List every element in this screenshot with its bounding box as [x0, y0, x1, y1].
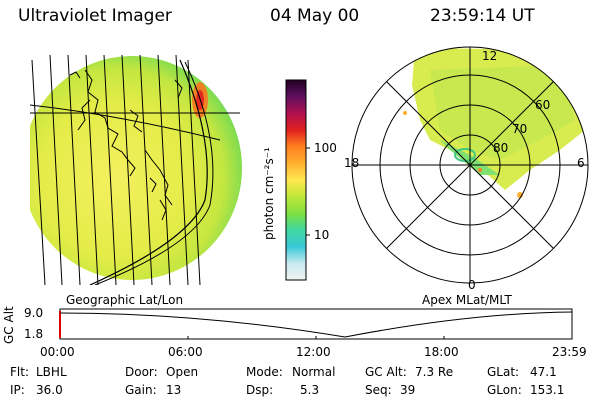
glat-value: 47.1 [530, 365, 557, 379]
time-tick-1200: 12:00 [296, 345, 331, 359]
time-tick-1800: 18:00 [424, 345, 459, 359]
time-tick-2359: 23:59 [552, 345, 587, 359]
meridian-lines [31, 55, 201, 285]
altitude-plot [59, 308, 573, 340]
ip-value: 36.0 [36, 383, 63, 397]
time-tick-0000: 00:00 [40, 345, 75, 359]
left-panel-caption: Geographic Lat/Lon [66, 293, 184, 307]
mlat-label-80: 80 [493, 141, 509, 155]
dsp-value: 5.3 [300, 383, 320, 397]
gc-alt-value: 7.3 Re [415, 365, 454, 379]
altitude-curve [59, 311, 573, 338]
ip-label: IP: [10, 383, 25, 397]
glon-label: GLon: [487, 383, 522, 397]
colorbar-tick-100: 100 [314, 141, 337, 155]
gain-value: 13 [166, 383, 182, 397]
geographic-image [30, 55, 242, 285]
mode-value: Normal [292, 365, 336, 379]
filter-label: Flt: [10, 365, 29, 379]
coastline-paths [69, 69, 183, 221]
gc-alt-label: GC Alt: [365, 365, 407, 379]
door-value: Open [166, 365, 199, 379]
mlt-label-12: 12 [482, 49, 498, 63]
time-label: 23:59:14 UT [430, 6, 535, 26]
mlt-label-6: 6 [577, 156, 585, 170]
date-label: 04 May 00 [270, 6, 360, 26]
mlt-label-0: 0 [468, 278, 476, 292]
door-label: Door: [125, 365, 158, 379]
polar-plot [351, 46, 589, 284]
colorbar-tick-10: 10 [314, 228, 330, 242]
terminator-line [89, 59, 208, 285]
right-panel-caption: Apex MLat/MLT [422, 293, 512, 307]
seq-value: 39 [400, 383, 416, 397]
mode-label: Mode: [246, 365, 283, 379]
altitude-tick-1-8: 1.8 [24, 327, 44, 341]
mlat-label-60: 60 [535, 98, 551, 112]
time-tick-0600: 06:00 [168, 345, 203, 359]
gain-label: Gain: [125, 383, 157, 397]
colorbar [285, 79, 310, 281]
altitude-tick-9: 9.0 [24, 306, 44, 320]
seq-label: Seq: [365, 383, 392, 397]
dsp-label: Dsp: [246, 383, 274, 397]
mlat-label-70: 70 [512, 122, 528, 136]
filter-value: LBHL [36, 365, 67, 379]
glat-label: GLat: [487, 365, 520, 379]
mlt-label-18: 18 [344, 156, 360, 170]
instrument-title: Ultraviolet Imager [18, 6, 172, 26]
altitude-axis-label: GC Alt [2, 306, 16, 344]
glon-value: 153.1 [530, 383, 565, 397]
colorbar-unit-label: photon cm⁻²s⁻¹ [262, 147, 276, 240]
